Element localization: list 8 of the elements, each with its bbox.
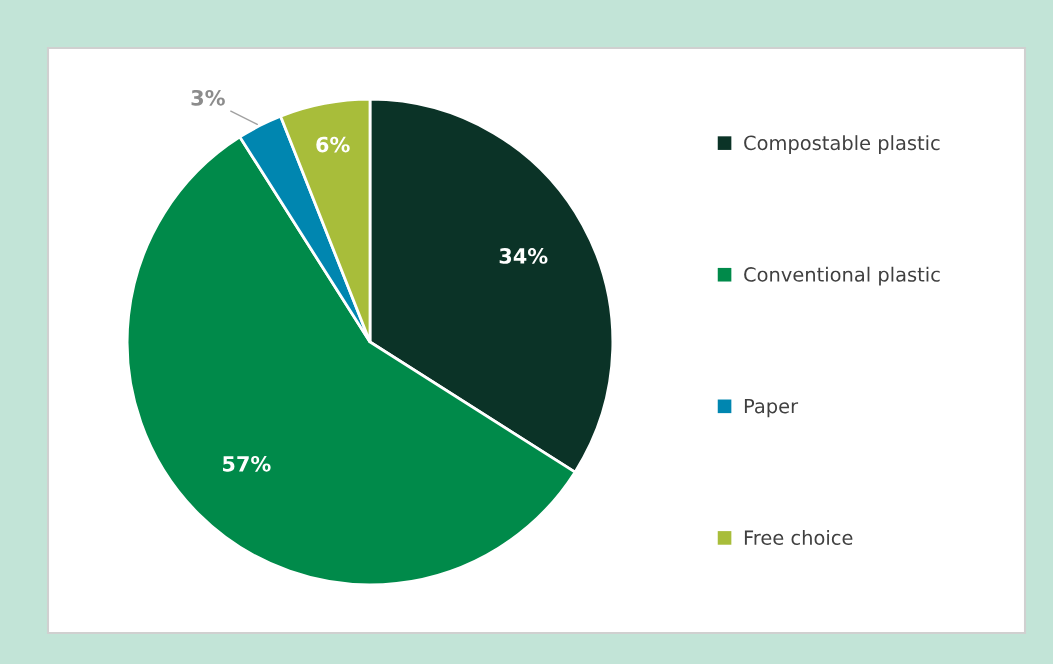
legend-label: Compostable plastic: [744, 135, 940, 154]
legend-label: Conventional plastic: [744, 266, 940, 286]
data-label: 6%: [316, 136, 350, 153]
legend-label: Paper: [744, 398, 799, 418]
data-label: 34%: [499, 248, 548, 264]
data-label: 57%: [223, 455, 271, 472]
legend-label: Free choice: [744, 529, 853, 545]
data-label: 3%: [191, 89, 225, 106]
